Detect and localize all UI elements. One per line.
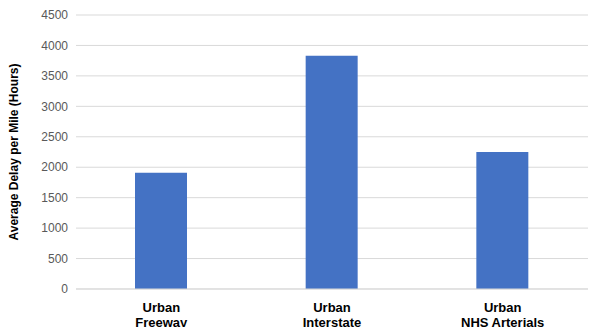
svg-text:500: 500 bbox=[48, 252, 68, 266]
svg-text:1000: 1000 bbox=[41, 221, 68, 235]
svg-text:Average Delay per Mile (Hours): Average Delay per Mile (Hours) bbox=[8, 64, 21, 241]
svg-text:UrbanInterstate: UrbanInterstate bbox=[303, 300, 362, 327]
svg-text:UrbanNHS Arterials: UrbanNHS Arterials bbox=[461, 300, 544, 327]
svg-text:4500: 4500 bbox=[41, 8, 68, 22]
svg-text:1500: 1500 bbox=[41, 191, 68, 205]
svg-text:2000: 2000 bbox=[41, 160, 68, 174]
svg-text:2500: 2500 bbox=[41, 130, 68, 144]
svg-text:UrbanFreeway: UrbanFreeway bbox=[135, 300, 188, 327]
svg-text:0: 0 bbox=[61, 282, 68, 296]
svg-text:3000: 3000 bbox=[41, 100, 68, 114]
svg-text:3500: 3500 bbox=[41, 69, 68, 83]
svg-text:4000: 4000 bbox=[41, 39, 68, 53]
